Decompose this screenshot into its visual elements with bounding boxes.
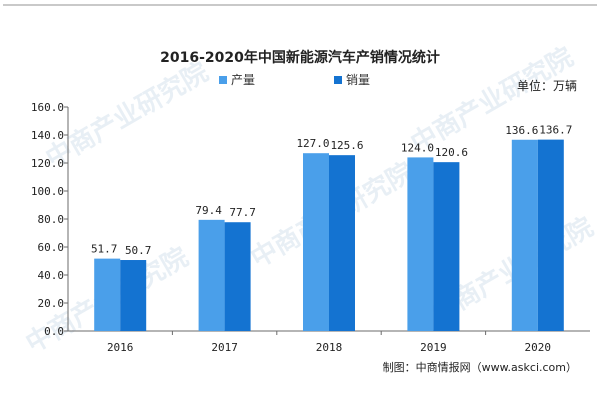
x-tick-label: 2017 — [211, 341, 238, 354]
y-tick-label: 160.0 — [31, 101, 64, 114]
data-label: 51.7 — [91, 243, 118, 256]
y-tick-label: 20.0 — [38, 297, 65, 310]
bar-sales — [329, 155, 355, 331]
bar-sales — [433, 162, 460, 331]
y-tick-label: 60.0 — [38, 241, 65, 254]
y-tick-label: 120.0 — [31, 157, 64, 170]
chart-title: 2016-2020年中国新能源汽车产销情况统计 — [160, 49, 440, 66]
bar-production — [303, 153, 329, 331]
data-label: 125.6 — [330, 139, 363, 152]
y-tick-label: 100.0 — [31, 185, 64, 198]
data-label: 50.7 — [125, 244, 152, 257]
bar-production — [511, 139, 538, 331]
y-tick-label: 140.0 — [31, 129, 64, 142]
data-label: 77.7 — [229, 206, 256, 219]
x-tick-label: 2016 — [107, 341, 134, 354]
unit-label: 单位：万辆 — [517, 78, 577, 93]
data-label: 127.0 — [296, 137, 329, 150]
legend: 产量 销量 — [219, 73, 370, 87]
legend-swatch-production — [219, 76, 227, 84]
plot-area: 0.0 20.0 40.0 60.0 80.0 100.0 120.0 140.0 160.0 5… — [31, 101, 590, 354]
y-tick-label: 0.0 — [44, 325, 64, 338]
data-label: 79.4 — [195, 204, 222, 217]
top-divider — [3, 4, 597, 6]
x-tick-label: 2018 — [316, 341, 343, 354]
data-label: 136.7 — [539, 124, 572, 137]
source-note: 制图：中商情报网（www.askci.com） — [383, 360, 577, 374]
legend-label-production: 产量 — [231, 73, 255, 87]
y-tick-label: 40.0 — [38, 269, 65, 282]
x-tick-label: 2019 — [420, 341, 447, 354]
legend-swatch-sales — [334, 76, 342, 84]
bar-sales — [120, 260, 147, 331]
bar-production — [407, 157, 434, 331]
legend-label-sales: 销量 — [346, 73, 370, 87]
bar-sales — [224, 222, 251, 331]
data-label: 124.0 — [401, 141, 434, 154]
bar-sales — [537, 139, 564, 331]
data-label: 120.6 — [435, 146, 468, 159]
bar-production — [94, 258, 121, 331]
y-tick-label: 80.0 — [38, 213, 65, 226]
x-tick-label: 2020 — [525, 341, 552, 354]
data-label: 136.6 — [505, 124, 538, 137]
bar-production — [198, 219, 225, 331]
